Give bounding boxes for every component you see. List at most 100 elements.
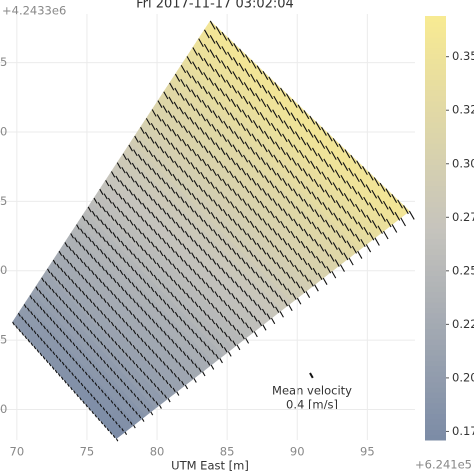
arrow — [186, 247, 191, 255]
arrow — [112, 385, 115, 390]
arrow — [194, 317, 199, 323]
arrow — [210, 241, 215, 249]
arrow — [300, 240, 306, 249]
arrow — [190, 313, 195, 319]
arrow — [284, 255, 290, 263]
arrow — [251, 237, 257, 245]
arrow — [289, 170, 295, 179]
arrow — [52, 304, 56, 310]
arrow — [192, 269, 197, 275]
arrow — [84, 232, 88, 239]
arrow — [86, 341, 90, 346]
colorbar-segment — [425, 243, 446, 250]
arrow — [249, 190, 255, 199]
arrow — [308, 204, 315, 212]
arrow — [313, 134, 320, 144]
arrow — [260, 276, 265, 283]
arrow — [115, 175, 120, 183]
colorbar-segment — [425, 196, 446, 202]
arrow — [93, 257, 98, 263]
arrow — [148, 150, 154, 158]
arrow — [255, 79, 262, 89]
arrow — [125, 400, 129, 404]
arrow — [167, 319, 171, 325]
arrow — [408, 210, 415, 220]
arrow — [322, 202, 328, 211]
arrow — [234, 281, 239, 288]
arrow — [225, 196, 230, 204]
arrow — [317, 272, 323, 280]
arrow — [97, 202, 102, 208]
arrow — [96, 321, 100, 327]
arrow — [290, 276, 296, 284]
arrow — [51, 366, 55, 370]
arrow — [50, 272, 54, 278]
arrow — [266, 313, 271, 320]
arrow — [228, 260, 234, 267]
arrow — [70, 279, 75, 284]
arrow — [188, 130, 194, 139]
arrow — [119, 378, 123, 383]
arrow — [214, 82, 220, 92]
arrow — [192, 61, 198, 70]
arrow — [272, 198, 278, 206]
arrow — [178, 362, 182, 367]
arrow — [72, 326, 76, 332]
arrow — [258, 125, 264, 134]
arrow — [158, 159, 163, 167]
arrow — [85, 219, 90, 226]
arrow — [166, 350, 171, 355]
arrow — [351, 245, 358, 254]
arrow — [265, 117, 271, 126]
arrow — [336, 156, 343, 166]
arrow — [159, 220, 165, 228]
arrow — [127, 232, 132, 239]
arrow — [306, 142, 312, 151]
arrow — [350, 154, 357, 164]
arrow — [293, 218, 299, 227]
arrow — [237, 193, 243, 201]
arrow — [201, 158, 207, 167]
arrow — [147, 330, 152, 335]
arrow — [60, 267, 64, 273]
arrow — [278, 295, 284, 302]
arrow — [136, 333, 140, 339]
arrow — [21, 316, 24, 321]
arrow — [226, 65, 233, 75]
arrow — [231, 309, 236, 315]
arrow — [150, 364, 154, 369]
arrow — [256, 138, 263, 147]
arrow — [177, 238, 182, 246]
arrow — [170, 142, 176, 150]
arrow — [122, 197, 127, 205]
arrow — [135, 411, 138, 415]
colorbar-segment — [425, 116, 446, 123]
arrow — [138, 274, 143, 280]
arrow — [303, 198, 309, 207]
arrow — [72, 342, 76, 347]
arrow — [85, 404, 88, 408]
arrow — [76, 224, 80, 230]
arrow — [238, 269, 243, 276]
arrow — [110, 306, 114, 311]
arrow — [380, 213, 386, 222]
arrow — [202, 294, 207, 300]
arrow — [184, 230, 190, 238]
colorbar-segment — [425, 90, 446, 96]
arrow — [122, 228, 127, 234]
arrow — [72, 250, 76, 256]
arrow — [95, 245, 100, 251]
arrow — [194, 363, 198, 369]
arrow — [191, 148, 197, 157]
arrow — [325, 219, 331, 228]
arrow — [190, 344, 195, 350]
arrow — [312, 147, 318, 157]
arrow — [133, 424, 136, 429]
arrow — [155, 306, 159, 313]
arrow — [175, 251, 180, 258]
arrow — [215, 307, 220, 314]
arrow — [397, 199, 403, 209]
arrow — [210, 137, 216, 145]
arrow — [167, 259, 172, 265]
arrow — [239, 211, 245, 219]
